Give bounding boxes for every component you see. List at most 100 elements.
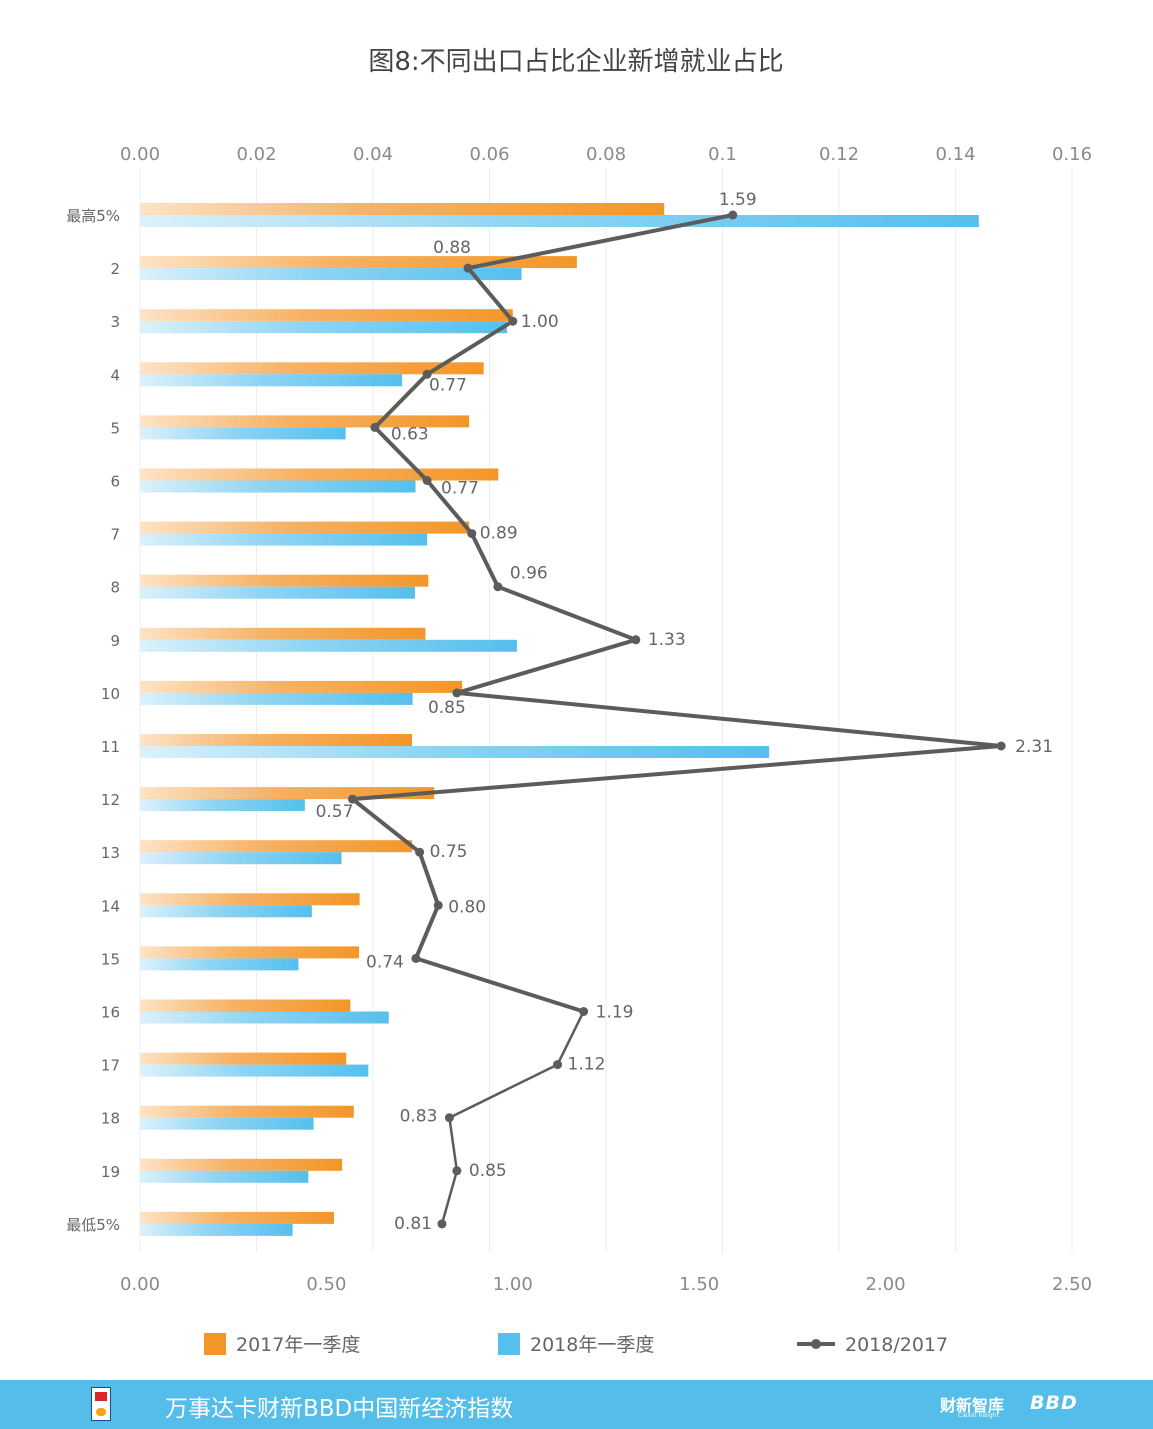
bar-2018 (140, 639, 517, 652)
ratio-point (579, 1007, 589, 1016)
footer-banner: 万事达卡财新BBD中国新经济指数 财新智库 Caixin Insight BBD (0, 1380, 1153, 1429)
bottom-tick-label: 2.00 (866, 1274, 906, 1295)
bottom-tick-label: 2.50 (1052, 1274, 1092, 1295)
category-label: 13 (101, 844, 120, 862)
category-label: 14 (101, 897, 120, 915)
ratio-point (444, 1113, 454, 1123)
top-tick-label: 0.04 (353, 144, 393, 165)
bar-2017 (140, 946, 360, 959)
category-labels: 最高5% 2 3 4 5 6 7 8 9 10 11 12 13 14 15 16 17 18 19 最低5% (66, 207, 120, 1234)
category-label: 19 (101, 1163, 120, 1181)
legend: 2017年一季度 2018年一季度 2018/2017 (204, 1333, 948, 1356)
bar-2018 (140, 1170, 309, 1183)
bar-2018 (140, 692, 413, 705)
ratio-data-label: 0.57 (316, 802, 354, 822)
ratio-point (437, 1219, 447, 1229)
bar-2017 (140, 893, 360, 906)
bar-2017 (140, 362, 484, 375)
category-label: 10 (101, 685, 120, 703)
category-label: 最高5% (66, 207, 120, 225)
ratio-point (347, 794, 357, 804)
bars (140, 203, 979, 1236)
ratio-data-label: 0.77 (441, 479, 479, 499)
chart: 图8:不同出口占比企业新增就业占比 0.00 0.02 0.04 0.06 0.08 0.… (66, 47, 1092, 1356)
ratio-data-label: 0.63 (391, 424, 429, 444)
category-label: 15 (101, 950, 120, 968)
ratio-point (467, 529, 477, 539)
grid-lines (139, 168, 1073, 1252)
ratio-data-label: 1.19 (596, 1003, 634, 1023)
bar-2018 (140, 958, 299, 971)
bar-2017 (140, 1105, 354, 1118)
top-tick-label: 0.1 (708, 144, 737, 165)
ratio-data-label: 1.12 (568, 1055, 606, 1075)
category-label: 5 (110, 419, 120, 437)
top-tick-label: 0.08 (586, 144, 626, 165)
bar-2018 (140, 533, 428, 546)
ratio-point (415, 847, 425, 857)
bar-2018 (140, 1223, 293, 1236)
bar-2018 (140, 321, 507, 334)
bar-2017 (140, 415, 470, 428)
legend-label-2018: 2018年一季度 (530, 1334, 654, 1356)
ratio-point (728, 210, 738, 220)
ratio-point (463, 263, 473, 273)
ratio-line: 1.59 0.88 1.00 0.77 0.63 0.77 0.89 0.96 1.33 0.85… (316, 190, 1053, 1234)
bar-2018 (140, 586, 415, 599)
bar-2018 (140, 268, 522, 281)
bottom-tick-label: 0.50 (306, 1274, 346, 1295)
ratio-point (493, 582, 503, 592)
ratio-data-label: 0.75 (430, 842, 468, 862)
category-label: 3 (110, 313, 120, 331)
bar-2017 (140, 203, 665, 215)
ratio-point (422, 369, 432, 379)
bar-2017 (140, 627, 426, 640)
bar-2018 (140, 852, 342, 865)
bar-2017 (140, 1158, 343, 1171)
ratio-point (996, 741, 1006, 751)
bar-2017 (140, 680, 463, 693)
category-label: 12 (101, 791, 120, 809)
top-tick-label: 0.06 (469, 144, 509, 165)
ratio-point (452, 688, 462, 698)
bar-2018 (140, 427, 346, 440)
ratio-point (508, 316, 518, 326)
top-tick-label: 0.00 (120, 144, 160, 165)
category-label: 17 (101, 1057, 120, 1075)
ratio-data-label: 0.80 (448, 897, 486, 917)
legend-label-ratio: 2018/2017 (845, 1334, 948, 1356)
bar-2018 (140, 374, 403, 387)
ratio-data-label: 0.89 (480, 524, 518, 544)
bottom-tick-label: 1.50 (679, 1274, 719, 1295)
top-tick-label: 0.14 (935, 144, 975, 165)
ratio-point (370, 422, 380, 432)
top-tick-label: 0.02 (236, 144, 276, 165)
bbd-logo: BBD (1030, 1392, 1078, 1414)
ratio-data-label: 0.77 (429, 375, 467, 395)
bar-2017 (140, 787, 435, 800)
ratio-data-label: 1.00 (521, 312, 559, 332)
bar-2018 (140, 799, 305, 812)
top-tick-label: 0.16 (1052, 144, 1092, 165)
bar-2017 (140, 574, 429, 587)
ratio-data-label: 1.33 (648, 630, 686, 650)
ratio-data-label: 0.85 (428, 698, 466, 718)
ratio-data-label: 2.31 (1015, 737, 1053, 757)
footer-title: 万事达卡财新BBD中国新经济指数 (165, 1396, 514, 1422)
bar-2018 (140, 1011, 389, 1024)
ratio-point (411, 953, 421, 963)
ratio-point (433, 900, 443, 910)
bar-2017 (140, 1211, 334, 1224)
category-label: 18 (101, 1110, 120, 1128)
bar-2017 (140, 309, 513, 322)
bottom-axis: 0.00 0.50 1.00 1.50 2.00 2.50 (120, 1274, 1092, 1295)
category-label: 7 (110, 526, 120, 544)
bar-2017 (140, 1052, 347, 1065)
category-label: 16 (101, 1004, 120, 1022)
category-label: 2 (110, 260, 120, 278)
ratio-data-label: 0.88 (433, 238, 471, 258)
bar-2017 (140, 521, 470, 534)
legend-marker-ratio (811, 1339, 821, 1349)
bar-2018 (140, 1064, 369, 1077)
category-label: 4 (110, 366, 120, 384)
